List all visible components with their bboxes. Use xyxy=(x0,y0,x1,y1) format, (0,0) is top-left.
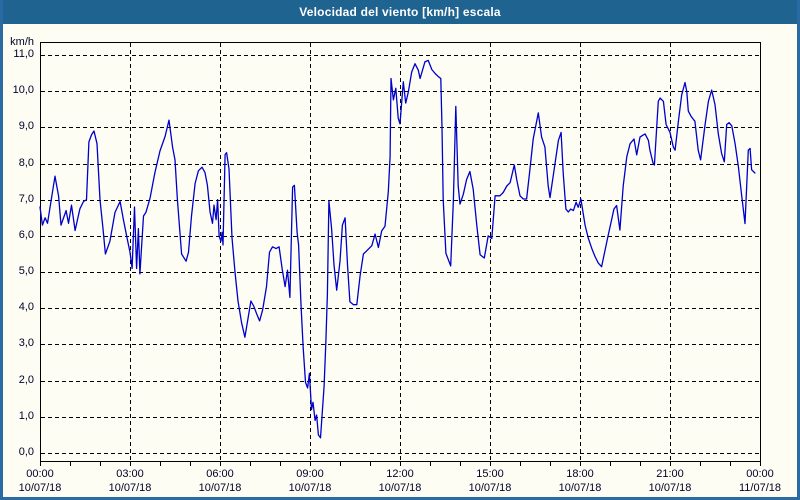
y-axis-unit-label: km/h xyxy=(10,36,34,48)
y-tick-label: 1,0 xyxy=(18,409,34,422)
window-title: Velocidad del viento [km/h] escala xyxy=(299,5,501,19)
x-tick-date: 10/07/18 xyxy=(558,482,602,494)
x-tick-label: 12:00 10/07/18 xyxy=(368,467,432,495)
x-tick-date: 10/07/18 xyxy=(648,482,692,494)
y-tick-label: 5,0 xyxy=(18,265,34,278)
x-tick-label: 03:00 10/07/18 xyxy=(98,467,162,495)
y-tick-label: 4,0 xyxy=(18,301,34,314)
y-tick-label: 9,0 xyxy=(18,120,34,133)
window-title-bar: Velocidad del viento [km/h] escala xyxy=(3,0,797,24)
y-tick-label: 2,0 xyxy=(18,373,34,386)
x-tick-label: 06:00 10/07/18 xyxy=(188,467,252,495)
x-tick-date: 10/07/18 xyxy=(468,482,512,494)
x-tick-date: 10/07/18 xyxy=(108,482,152,494)
x-tick-time: 00:00 xyxy=(746,468,774,480)
y-tick-label: 11,0 xyxy=(13,48,34,61)
x-tick-date: 10/07/18 xyxy=(378,482,422,494)
x-tick-date: 10/07/18 xyxy=(198,482,242,494)
x-tick-time: 00:00 xyxy=(26,468,54,480)
x-tick-label: 21:00 10/07/18 xyxy=(638,467,702,495)
x-tick-date: 10/07/18 xyxy=(288,482,332,494)
x-tick-label: 00:00 10/07/18 xyxy=(8,467,72,495)
x-tick-label: 15:00 10/07/18 xyxy=(458,467,522,495)
y-tick-label: 10,0 xyxy=(12,84,34,97)
x-tick-time: 15:00 xyxy=(476,468,504,480)
x-tick-label: 09:00 10/07/18 xyxy=(278,467,342,495)
x-tick-time: 09:00 xyxy=(296,468,324,480)
x-tick-date: 11/07/18 xyxy=(738,482,781,494)
x-tick-label: 18:00 10/07/18 xyxy=(548,467,612,495)
plot-border xyxy=(40,42,761,462)
y-tick-label: 6,0 xyxy=(18,228,34,241)
x-tick-time: 21:00 xyxy=(656,468,684,480)
x-tick-time: 03:00 xyxy=(116,468,144,480)
plot-svg xyxy=(39,42,761,466)
x-tick-label: 00:00 11/07/18 xyxy=(728,467,792,495)
y-tick-label: 0,0 xyxy=(18,446,34,458)
y-tick-label: 8,0 xyxy=(18,156,34,169)
x-tick-time: 18:00 xyxy=(566,468,594,480)
y-tick-label: 3,0 xyxy=(18,337,34,350)
y-tick-label: 7,0 xyxy=(18,192,34,205)
x-tick-time: 06:00 xyxy=(206,468,234,480)
x-tick-time: 12:00 xyxy=(386,468,414,480)
x-tick-date: 10/07/18 xyxy=(18,482,62,494)
wind-speed-line xyxy=(39,59,756,439)
